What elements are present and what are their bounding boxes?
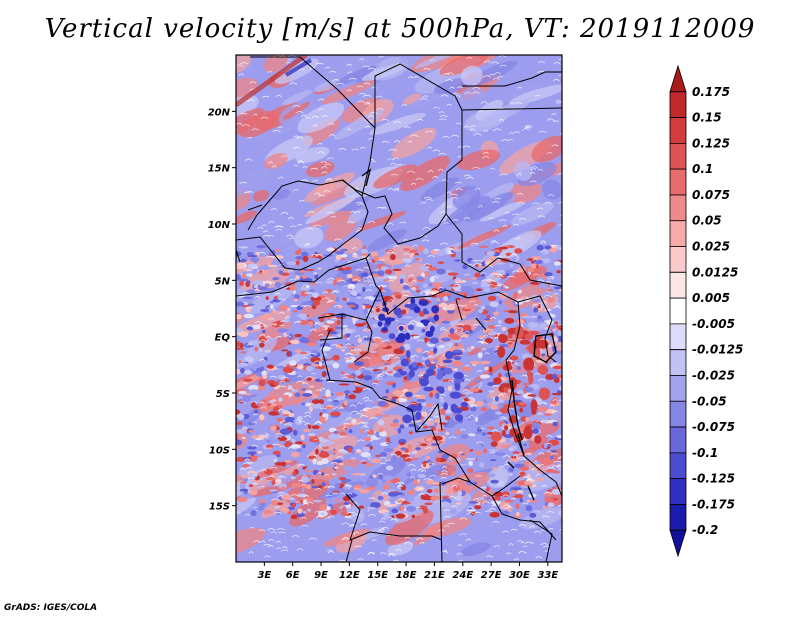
colorbar-segment (669, 349, 687, 376)
colorbar-label: 0.0125 (692, 265, 738, 279)
colorbar-label: -0.2 (692, 523, 718, 537)
lat-tick-label: 15S (209, 502, 230, 513)
colorbar-label: -0.175 (692, 497, 735, 511)
lat-tick-label: 5N (215, 276, 231, 287)
lat-tick-label: EQ (215, 333, 231, 344)
colorbar-label: -0.025 (692, 368, 735, 382)
colorbar-label: -0.125 (692, 472, 735, 486)
lat-tick-label: 10N (208, 220, 231, 231)
colorbar-label: 0.025 (692, 240, 730, 254)
colorbar-segment (669, 168, 687, 196)
colorbar-segment (669, 271, 687, 299)
lon-tick-label: 15E (367, 570, 388, 581)
lat-tick-label: 10S (209, 445, 230, 456)
colorbar-label: 0.075 (692, 188, 730, 202)
lon-tick-label: 27E (481, 570, 502, 581)
lon-tick-label: 6E (286, 570, 300, 581)
colorbar-segment (669, 529, 687, 558)
colorbar-segment (669, 297, 687, 325)
colorbar-segment (669, 117, 687, 144)
lon-tick-label: 18E (396, 570, 417, 581)
colorbar-segment (669, 220, 687, 247)
longitude-axis: 3E 6E 9E 12E 15E 18E 21E 24E 27E 30E 33E (257, 562, 558, 581)
lon-tick-label: 33E (537, 570, 558, 581)
colorbar-segment (669, 478, 687, 505)
colorbar-segment (669, 400, 687, 428)
colorbar-label: -0.005 (692, 317, 735, 331)
country-boundaries (236, 56, 562, 562)
lon-tick-label: 21E (424, 570, 445, 581)
lon-tick-label: 30E (509, 570, 530, 581)
lat-tick-label: 15N (208, 164, 231, 175)
colorbar-label: 0.1 (692, 162, 713, 176)
colorbar-segment (669, 504, 687, 531)
colorbar-label: 0.15 (692, 111, 722, 125)
lon-tick-label: 24E (452, 570, 473, 581)
colorbar-label: -0.0125 (692, 343, 743, 357)
colorbar-segment (669, 246, 687, 273)
map-frame (235, 54, 563, 563)
lake-outlines (361, 168, 557, 501)
lon-tick-label: 12E (339, 570, 360, 581)
velocity-field (236, 55, 562, 562)
colorbar-label: 0.175 (692, 85, 730, 99)
colorbar-label: 0.005 (692, 291, 730, 305)
colorbar-segment (669, 452, 687, 480)
colorbar-segment (669, 194, 687, 222)
colorbar-segment (669, 426, 687, 454)
lon-tick-label: 9E (314, 570, 328, 581)
colorbar-segment (669, 142, 687, 170)
colorbar-segment (669, 323, 687, 351)
colorbar-label: -0.1 (692, 446, 718, 460)
grads-credit: GrADS: IGES/COLA (4, 603, 98, 613)
map-title: Vertical velocity [m/s] at 500hPa, VT: 2… (44, 14, 756, 44)
colorbar-label: 0.05 (692, 214, 722, 228)
lat-tick-label: 20N (208, 107, 231, 118)
colorbar-segment (669, 375, 687, 402)
colorbar-segment (669, 91, 687, 118)
lat-tick-label: 5S (216, 389, 230, 400)
colorbar: 0.175 0.15 0.125 0.1 0.075 0.05 0.025 0.0125 0.0… (669, 64, 743, 558)
lon-tick-label: 3E (257, 570, 271, 581)
colorbar-label: -0.075 (692, 420, 735, 434)
colorbar-segment (669, 64, 687, 93)
colorbar-label: 0.125 (692, 136, 730, 150)
latitude-axis: 20N 15N 10N 5N EQ 5S 10S 15S (208, 107, 236, 513)
colorbar-label: -0.05 (692, 394, 727, 408)
